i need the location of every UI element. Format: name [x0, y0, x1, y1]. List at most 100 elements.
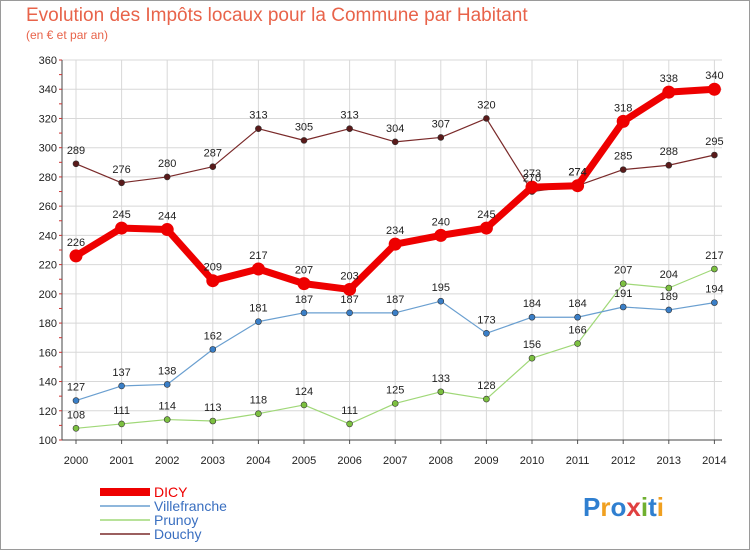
point-dicy	[571, 179, 585, 193]
chart-subtitle: (en € et par an)	[26, 28, 109, 42]
x-tick-label: 2002	[155, 455, 179, 467]
logo-letter: i	[641, 492, 648, 522]
data-label-villefranche: 184	[568, 298, 586, 310]
y-tick-label: 260	[39, 201, 57, 213]
data-label-prunoy: 156	[523, 339, 541, 351]
point-dicy	[297, 277, 311, 291]
point-dicy	[206, 274, 220, 288]
data-label-douchy: 313	[340, 110, 358, 122]
point-villefranche	[163, 381, 171, 388]
point-prunoy	[346, 420, 353, 428]
data-label-prunoy: 111	[341, 405, 358, 417]
data-label-villefranche: 137	[112, 367, 130, 379]
data-label-villefranche: 181	[249, 303, 267, 315]
point-villefranche	[665, 306, 673, 314]
data-label-dicy: 273	[523, 168, 541, 180]
data-label-dicy: 338	[660, 73, 678, 85]
x-tick-label: 2010	[520, 455, 544, 467]
y-tick-label: 160	[39, 347, 57, 359]
point-prunoy	[574, 340, 581, 347]
data-label-dicy: 318	[614, 102, 632, 114]
data-label-villefranche: 187	[340, 294, 358, 306]
x-tick-label: 2003	[201, 455, 225, 467]
point-prunoy	[437, 388, 445, 396]
y-tick-label: 140	[39, 377, 57, 389]
data-label-prunoy: 113	[204, 402, 222, 414]
data-label-douchy: 285	[614, 151, 632, 163]
y-tick-label: 300	[39, 143, 57, 155]
point-villefranche	[391, 309, 399, 317]
x-tick-label: 2000	[64, 455, 88, 467]
y-tick-label: 200	[39, 289, 57, 301]
logo-letter: t	[648, 492, 657, 522]
data-label-villefranche: 194	[705, 284, 723, 296]
point-douchy	[711, 151, 718, 159]
x-tick-label: 2008	[429, 455, 453, 467]
y-tick-label: 180	[39, 318, 57, 330]
data-label-douchy: 305	[295, 121, 313, 133]
data-label-villefranche: 184	[523, 298, 541, 310]
point-dicy	[616, 114, 630, 128]
point-douchy	[483, 115, 490, 122]
data-label-dicy: 217	[249, 250, 267, 262]
grid-lines	[62, 59, 722, 441]
data-label-dicy: 240	[432, 216, 450, 228]
point-prunoy	[483, 395, 490, 403]
data-label-villefranche: 173	[477, 314, 495, 326]
data-label-dicy: 226	[67, 237, 85, 249]
point-villefranche	[528, 313, 536, 321]
y-tick-label: 360	[39, 55, 57, 67]
y-tick-label: 220	[39, 260, 57, 272]
data-label-douchy: 289	[67, 145, 85, 157]
point-villefranche	[72, 397, 80, 404]
data-label-douchy: 320	[477, 99, 495, 111]
point-dicy	[69, 249, 83, 263]
x-tick-label: 2011	[566, 455, 590, 467]
point-prunoy	[209, 417, 217, 425]
point-prunoy	[619, 280, 627, 287]
point-prunoy	[255, 410, 262, 417]
logo-letter: P	[583, 492, 600, 522]
data-label-douchy: 274	[568, 167, 586, 179]
data-label-douchy: 280	[158, 158, 176, 170]
data-label-villefranche: 191	[614, 288, 632, 300]
point-prunoy	[72, 425, 80, 432]
point-douchy	[118, 179, 125, 187]
x-tick-label: 2004	[246, 455, 270, 467]
point-villefranche	[209, 346, 217, 353]
data-label-douchy: 288	[660, 146, 678, 158]
x-tick-label: 2001	[109, 455, 133, 467]
point-dicy	[388, 237, 402, 251]
point-douchy	[163, 173, 171, 181]
proxiti-logo: Proxiti	[583, 492, 664, 522]
data-label-villefranche: 187	[386, 294, 404, 306]
data-labels: 289 276 280 287 313 305 313 304 307 320 270 274 285 2…	[67, 70, 724, 421]
point-villefranche	[711, 299, 718, 306]
point-dicy	[251, 262, 265, 276]
data-label-prunoy: 207	[614, 265, 632, 277]
point-dicy	[160, 223, 174, 237]
point-dicy	[707, 82, 721, 96]
data-label-prunoy: 108	[67, 409, 85, 421]
x-tick-label: 2005	[292, 455, 316, 467]
point-dicy	[479, 221, 493, 235]
point-douchy	[665, 161, 673, 169]
data-label-dicy: 274	[568, 167, 586, 179]
point-villefranche	[437, 297, 445, 305]
data-label-prunoy: 125	[386, 384, 404, 396]
logo-letter: x	[626, 492, 641, 522]
point-douchy	[209, 163, 217, 170]
x-tick-label: 2014	[702, 455, 726, 467]
logo-letter: o	[610, 492, 626, 522]
y-tick-label: 120	[39, 406, 57, 418]
point-villefranche	[574, 313, 581, 321]
data-label-dicy: 245	[477, 209, 495, 221]
logo-text: Proxiti	[583, 492, 664, 522]
point-dicy	[525, 180, 539, 194]
data-label-prunoy: 114	[158, 401, 176, 413]
data-label-dicy: 234	[386, 225, 404, 237]
point-douchy	[346, 125, 353, 132]
legend-label-prunoy: Prunoy	[154, 512, 198, 528]
